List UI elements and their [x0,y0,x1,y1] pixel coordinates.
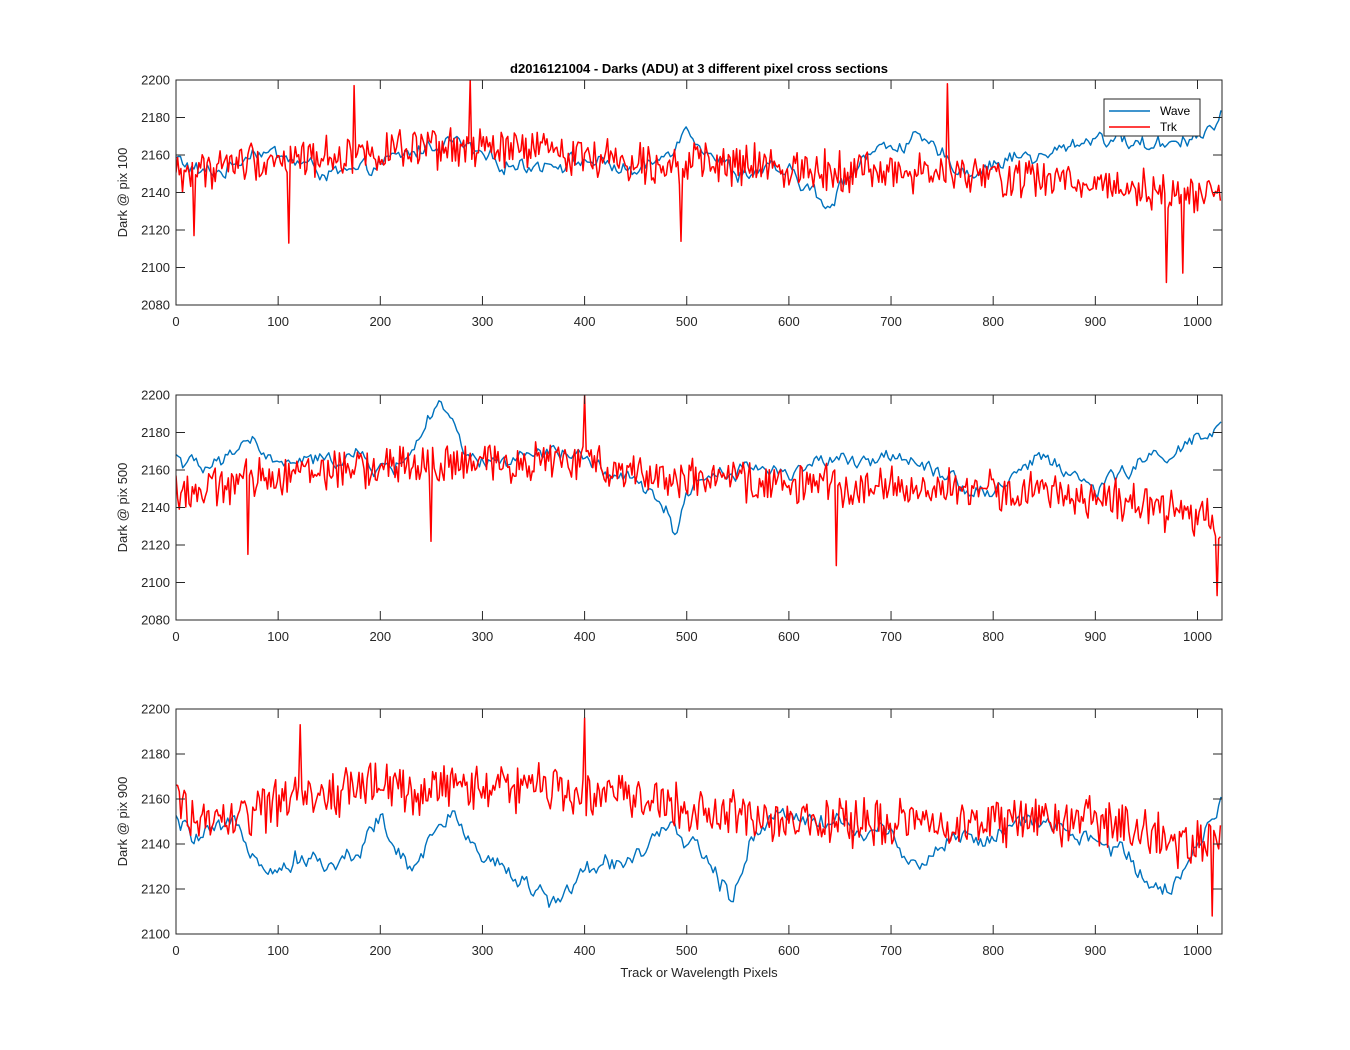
x-tick-label: 500 [676,314,698,329]
x-tick-label: 200 [369,314,391,329]
x-tick-label: 300 [472,943,494,958]
legend-box [1103,98,1201,137]
x-tick-label: 500 [676,943,698,958]
x-tick-label: 900 [1084,943,1106,958]
y-tick-label: 2160 [141,463,170,478]
y-tick-label: 2200 [141,73,170,88]
x-tick-label: 400 [574,629,596,644]
y-tick-label: 2120 [141,538,170,553]
y-tick-label: 2200 [141,702,170,717]
axes-box [175,708,1223,935]
plot-area [176,395,1222,597]
x-tick-label: 700 [880,943,902,958]
plot-area [176,80,1222,284]
y-tick-label: 2180 [141,747,170,762]
x-tick-label: 500 [676,629,698,644]
x-tick-label: 800 [982,629,1004,644]
y-tick-label: 2160 [141,792,170,807]
y-tick-label: 2120 [141,223,170,238]
x-tick-label: 200 [369,943,391,958]
y-tick-label: 2080 [141,613,170,628]
x-tick-label: 100 [267,943,289,958]
panels: 0 100 200 300 400 500 600 700 800 900 100020802100… [115,73,1223,958]
panel-1: 0 100 200 300 400 500 600 700 800 900 1000 2080 2100… [115,73,1223,329]
legend-label-trk: Trk [1160,120,1178,134]
y-tick-label: 2140 [141,837,170,852]
x-tick-label: 0 [172,943,179,958]
x-tick-label: 600 [778,314,800,329]
y-tick-label: 2140 [141,185,170,200]
x-tick-label: 400 [574,314,596,329]
x-tick-label: 600 [778,629,800,644]
series-trk-line [176,717,1222,917]
x-tick-label: 1000 [1183,629,1212,644]
x-tick-label: 600 [778,943,800,958]
legend-label-wave: Wave [1160,104,1191,118]
x-tick-label: 300 [472,314,494,329]
x-tick-label: 1000 [1183,314,1212,329]
y-tick-label: 2180 [141,425,170,440]
series-trk-line [176,395,1221,597]
x-tick-label: 900 [1084,314,1106,329]
axes-box [175,394,1223,621]
x-tick-label: 400 [574,943,596,958]
y-tick-label: 2200 [141,388,170,403]
series-wave-line [176,110,1222,210]
legend: Wave Trk [1103,98,1201,137]
y-axis-label: Dark @ pix 500 [115,463,130,553]
y-tick-label: 2160 [141,148,170,163]
x-axis-label: Track or Wavelength Pixels [620,965,778,980]
x-tick-label: 100 [267,629,289,644]
x-tick-label: 700 [880,629,902,644]
figure-title: d2016121004 - Darks (ADU) at 3 different… [510,61,888,76]
series-trk-line [176,80,1222,284]
panel-2: 0 100 200 300 400 500 600 700 800 900 1000 2080 2100… [115,388,1223,644]
x-tick-label: 100 [267,314,289,329]
y-axis-label: Dark @ pix 900 [115,777,130,867]
y-tick-label: 2080 [141,298,170,313]
y-tick-label: 2180 [141,110,170,125]
x-tick-label: 800 [982,314,1004,329]
x-tick-label: 300 [472,629,494,644]
x-tick-label: 800 [982,943,1004,958]
x-tick-label: 200 [369,629,391,644]
x-tick-label: 0 [172,314,179,329]
panel-3: 0 100 200 300 400 500 600 700 800 900 1000 2100 2120… [115,702,1223,958]
axes-box [175,79,1223,306]
series-wave-line [176,796,1222,908]
x-tick-label: 1000 [1183,943,1212,958]
y-tick-label: 2100 [141,575,170,590]
x-tick-label: 0 [172,629,179,644]
y-axis-label: Dark @ pix 100 [115,148,130,238]
x-tick-label: 700 [880,314,902,329]
y-tick-label: 2140 [141,500,170,515]
x-tick-label: 900 [1084,629,1106,644]
y-tick-label: 2100 [141,927,170,942]
y-tick-label: 2120 [141,882,170,897]
plot-area [176,717,1222,917]
y-tick-label: 2100 [141,260,170,275]
